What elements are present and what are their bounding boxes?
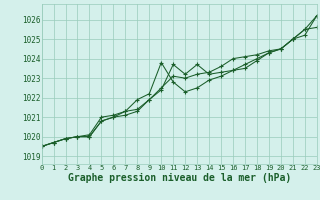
X-axis label: Graphe pression niveau de la mer (hPa): Graphe pression niveau de la mer (hPa) — [68, 173, 291, 183]
